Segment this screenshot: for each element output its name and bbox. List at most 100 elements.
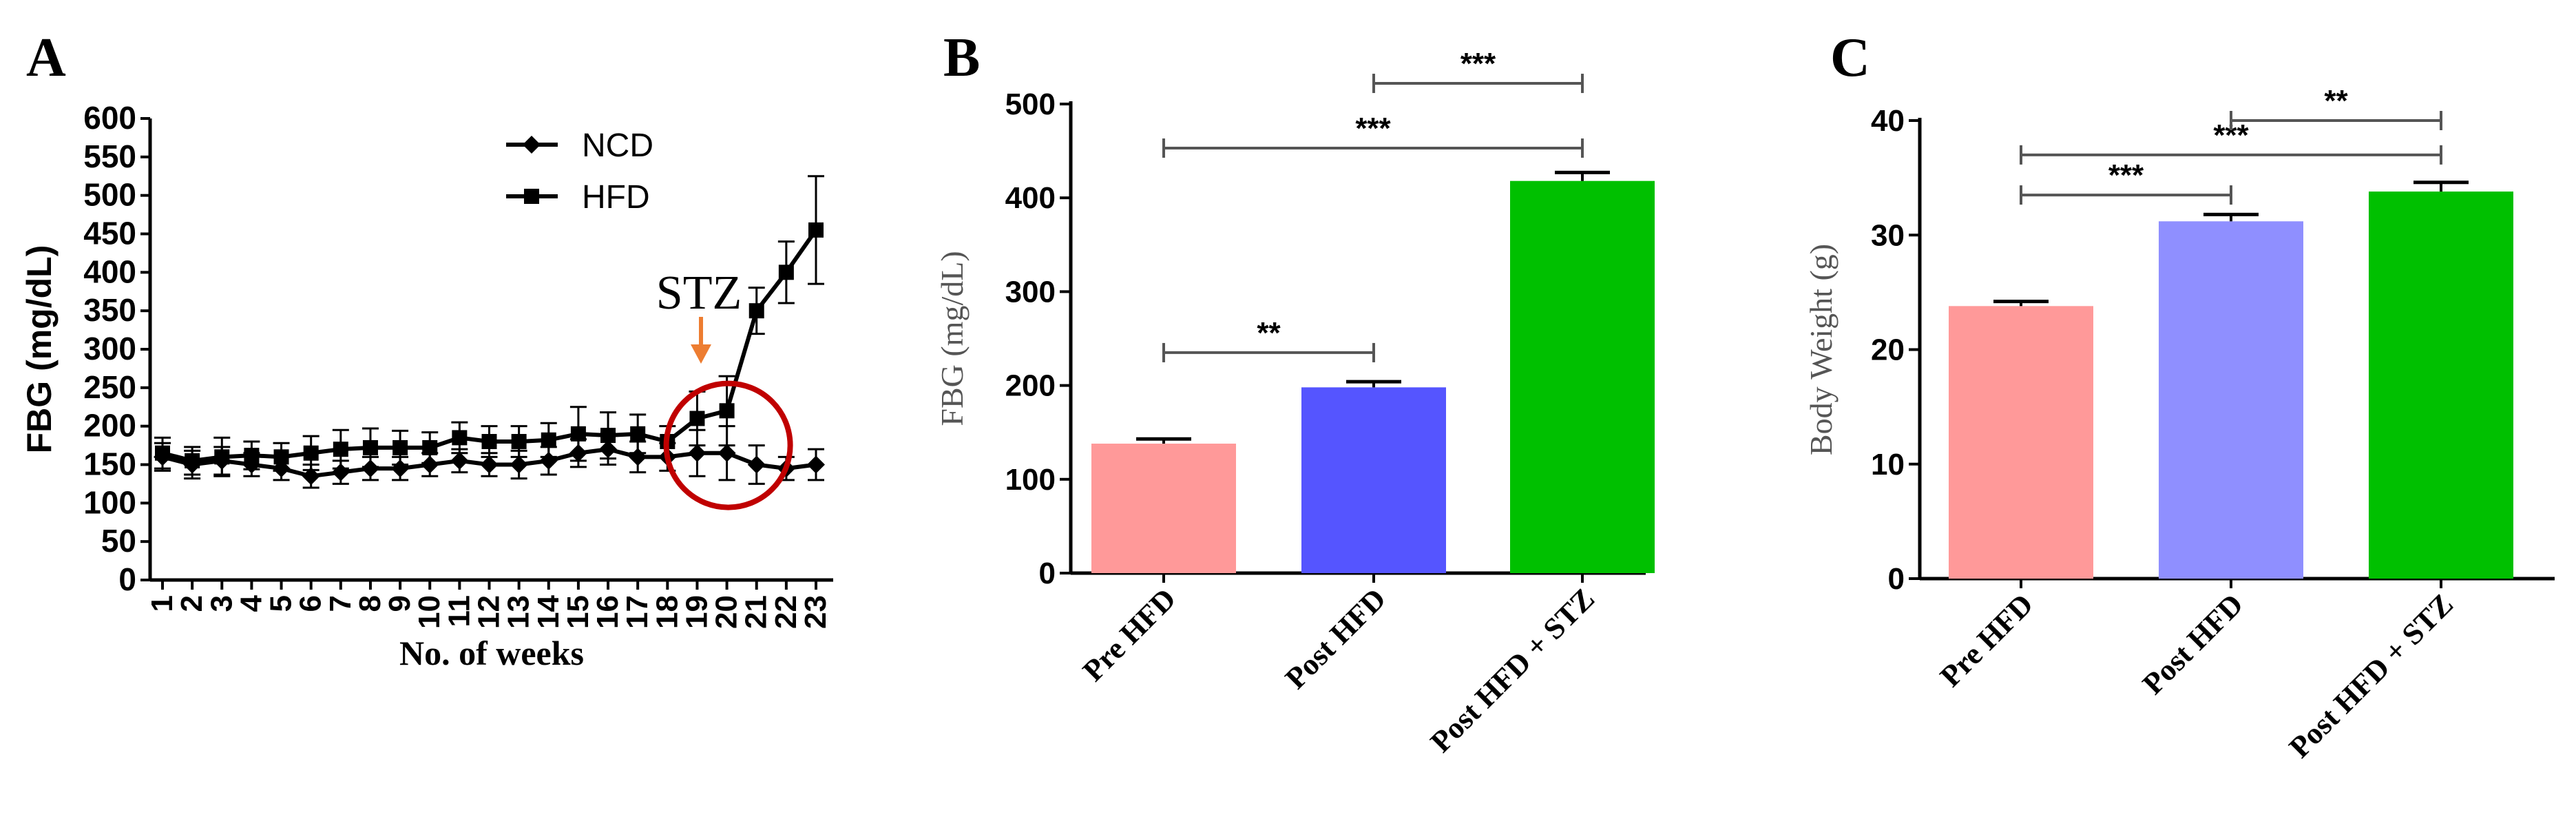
data-point xyxy=(481,434,497,449)
panel-a-x-tick-label: 4 xyxy=(234,594,268,612)
data-point xyxy=(748,303,764,319)
y-tick-label: 300 xyxy=(1005,275,1056,309)
x-tick-label: Post HFD + STZ xyxy=(2283,587,2460,764)
data-point xyxy=(362,439,378,455)
data-point xyxy=(718,444,736,462)
panel-a-x-tick-label: 21 xyxy=(740,595,773,629)
panel-a-x-tick-label: 3 xyxy=(205,595,238,612)
data-point xyxy=(510,455,528,474)
panel-c-letter: C xyxy=(1830,28,1870,88)
panel-a-y-tick-label: 600 xyxy=(83,100,136,136)
panel-a-x-tick-label: 11 xyxy=(442,595,476,628)
panel-a-x-tick-label: 16 xyxy=(591,595,625,629)
significance-label: *** xyxy=(1460,47,1496,81)
data-point xyxy=(422,439,438,455)
panel-a-x-tick-label: 13 xyxy=(502,595,536,629)
panel-b-chart: B 0 100 200 300 400 500 FBG (mg/dL) Pre HFD Post … xyxy=(934,28,1655,759)
x-tick-label: Pre HFD xyxy=(1076,581,1182,687)
panel-a-x-tick-label: 23 xyxy=(799,595,833,629)
significance-bracket: *** xyxy=(1162,112,1584,158)
legend-square-marker xyxy=(524,189,539,204)
y-tick-label: 10 xyxy=(1871,448,1905,481)
panel-a-x-tick-label: 5 xyxy=(264,595,298,612)
panel-a-y-tick-label: 300 xyxy=(83,331,136,366)
data-point xyxy=(155,445,170,461)
panel-a-y-tick-label: 150 xyxy=(83,446,136,482)
significance-bracket: ** xyxy=(2230,84,2442,130)
panel-a-x-tick-label: 2 xyxy=(175,595,209,612)
series-hfd xyxy=(154,175,824,477)
panel-a-x-tick-label: 17 xyxy=(620,595,654,629)
panel-b-letter: B xyxy=(943,28,980,88)
data-point xyxy=(808,222,824,238)
data-point xyxy=(511,434,527,449)
panel-a-y-tick-label: 500 xyxy=(83,177,136,213)
significance-label: ** xyxy=(2324,84,2348,118)
legend-label: NCD xyxy=(582,127,653,164)
panel-a-x-axis-label: No. of weeks xyxy=(399,634,584,672)
bar xyxy=(1301,387,1446,573)
bar xyxy=(1949,306,2093,579)
y-tick-label: 20 xyxy=(1871,333,1905,367)
data-point xyxy=(452,430,468,446)
panel-a-y-tick-label: 450 xyxy=(83,216,136,251)
data-point xyxy=(570,426,586,442)
significance-bracket: ** xyxy=(1162,316,1375,362)
y-tick-label: 500 xyxy=(1005,87,1056,121)
data-point xyxy=(600,428,616,444)
panel-a-x-tick-label: 7 xyxy=(324,595,357,612)
y-axis-label: FBG (mg/dL) xyxy=(934,251,970,426)
y-tick-label: 40 xyxy=(1871,104,1905,138)
panel-a-x-tick-label: 12 xyxy=(472,595,506,629)
bar xyxy=(2159,221,2303,579)
panel-a-x-tick-label: 9 xyxy=(383,595,417,612)
stz-arrow-head xyxy=(691,344,711,364)
data-point xyxy=(688,444,706,462)
data-point xyxy=(719,403,735,419)
x-tick-label: Post HFD + STZ xyxy=(1424,581,1601,758)
data-point xyxy=(421,455,439,474)
x-tick-label: Pre HFD xyxy=(1934,587,2040,693)
significance-bracket: *** xyxy=(1372,47,1584,94)
panel-c-chart: C 0 10 20 30 40 Body Weight (g) Pre HFD Post HFD… xyxy=(1803,28,2555,765)
panel-a-x-tick-label: 6 xyxy=(294,595,328,612)
significance-label: *** xyxy=(2108,158,2144,192)
data-point xyxy=(214,449,230,465)
panel-a-chart: A050100150200250300350400450500550600123… xyxy=(20,28,833,672)
panel-a-x-tick-label: 18 xyxy=(650,595,684,629)
panel-a-y-tick-label: 100 xyxy=(83,484,136,520)
panel-a-x-tick-label: 19 xyxy=(680,595,713,629)
legend-diamond-marker xyxy=(523,136,541,154)
y-tick-label: 200 xyxy=(1005,369,1056,403)
bar xyxy=(1091,444,1236,573)
panel-a-x-tick-label: 14 xyxy=(532,594,565,628)
panel-a-x-tick-label: 8 xyxy=(353,595,387,612)
data-point xyxy=(541,432,556,448)
y-tick-label: 0 xyxy=(1888,562,1905,596)
data-point xyxy=(303,445,319,461)
y-tick-label: 0 xyxy=(1039,557,1056,590)
significance-bracket: *** xyxy=(2020,158,2232,205)
data-point xyxy=(778,265,794,280)
panel-a-y-tick-label: 400 xyxy=(83,253,136,289)
panel-a-y-tick-label: 50 xyxy=(101,523,136,559)
data-point xyxy=(747,455,766,474)
data-point xyxy=(630,426,646,442)
highlight-circle xyxy=(663,380,793,510)
panel-a-letter: A xyxy=(26,28,66,88)
panel-a-y-axis-label: FBG (mg/dL) xyxy=(20,245,59,454)
x-tick-label: Post HFD xyxy=(1279,581,1392,695)
data-point xyxy=(244,448,260,464)
panel-a-legend: NCD HFD xyxy=(506,127,653,216)
y-tick-label: 400 xyxy=(1005,181,1056,215)
data-point xyxy=(273,449,289,465)
data-point xyxy=(689,411,705,426)
legend-label: HFD xyxy=(582,179,650,216)
data-point xyxy=(185,453,200,468)
data-point xyxy=(450,451,469,470)
panel-a-x-tick-label: 20 xyxy=(710,595,744,629)
y-axis-label: Body Weight (g) xyxy=(1803,244,1839,455)
y-tick-label: 30 xyxy=(1871,218,1905,252)
data-point xyxy=(480,455,499,474)
